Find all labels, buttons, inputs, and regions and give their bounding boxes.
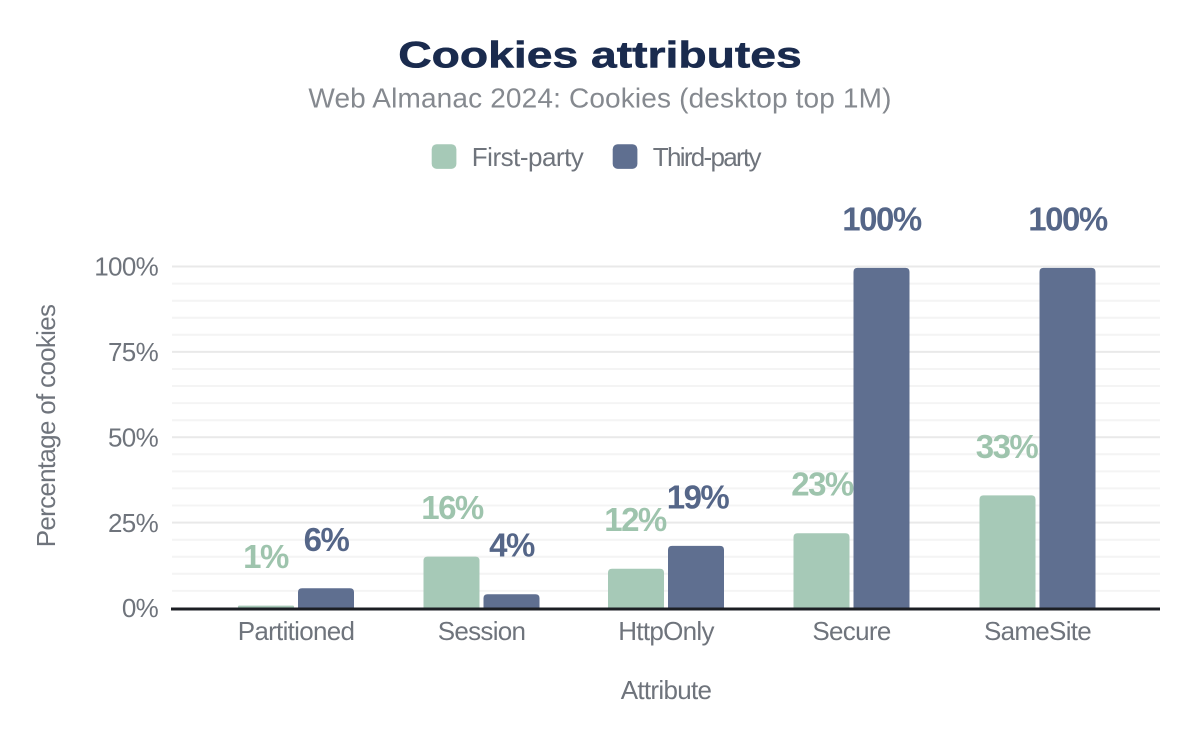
svg-text:100%: 100% [1028,200,1108,237]
svg-text:Percentage of cookies: Percentage of cookies [31,304,61,547]
svg-text:0%: 0% [122,593,159,623]
svg-text:50%: 50% [108,423,159,453]
svg-text:1%: 1% [243,538,289,575]
svg-text:Session: Session [438,616,526,646]
svg-text:Web Almanac 2024: Cookies (des: Web Almanac 2024: Cookies (desktop top 1… [308,83,891,114]
svg-text:Third-party: Third-party [653,142,762,172]
svg-text:6%: 6% [304,521,350,558]
svg-text:23%: 23% [791,466,854,503]
svg-text:First-party: First-party [472,142,584,172]
svg-text:33%: 33% [976,428,1039,465]
svg-text:4%: 4% [489,527,535,564]
svg-text:100%: 100% [842,200,922,237]
svg-text:HttpOnly: HttpOnly [618,616,714,646]
svg-text:12%: 12% [604,501,667,538]
svg-text:16%: 16% [421,489,484,526]
svg-text:Partitioned: Partitioned [238,616,355,646]
svg-text:100%: 100% [94,252,158,282]
svg-text:Secure: Secure [812,616,890,646]
svg-text:Cookies attributes: Cookies attributes [398,34,801,76]
svg-text:19%: 19% [667,478,730,515]
svg-text:25%: 25% [108,508,159,538]
svg-text:SameSite: SameSite [984,616,1091,646]
svg-text:Attribute: Attribute [621,675,712,705]
svg-text:75%: 75% [108,337,159,367]
